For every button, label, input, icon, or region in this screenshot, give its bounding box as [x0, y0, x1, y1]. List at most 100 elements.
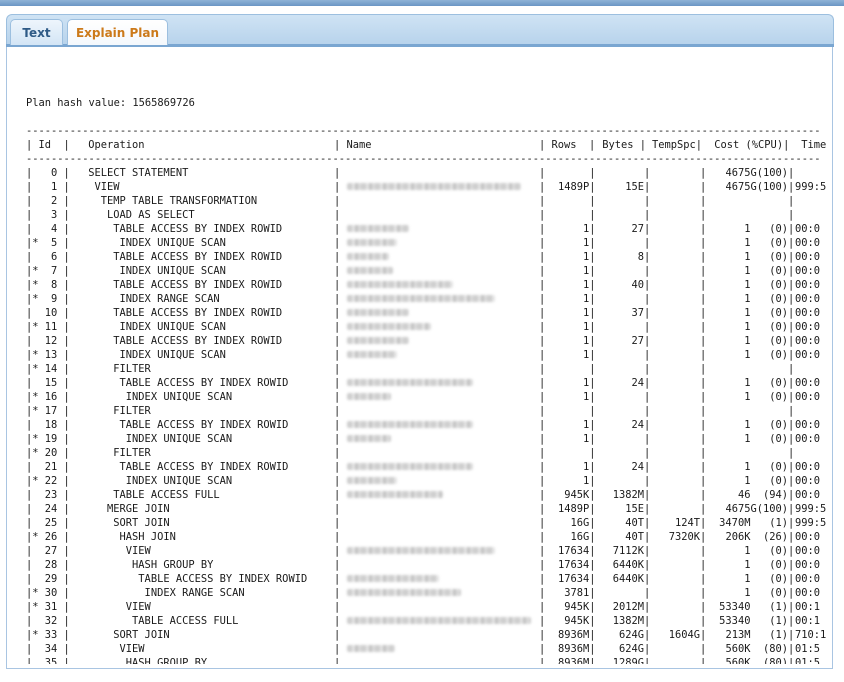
row-id: |* 8 |: [26, 279, 70, 291]
row-rows: | 1489P|: [539, 181, 596, 193]
row-bytes-value: 7112K: [612, 545, 644, 557]
row-id: | 25 |: [26, 517, 70, 529]
row-name: |: [334, 572, 539, 586]
row-rows-value: 1: [583, 419, 590, 431]
row-tempspc: |: [700, 475, 707, 487]
row-cost: 3470M (1)|: [708, 516, 795, 530]
row-rows: | 1|: [539, 461, 596, 473]
row-rows-value: 1: [583, 307, 590, 319]
row-cost: 1 (0)|: [708, 572, 795, 586]
row-tempspc: |: [700, 601, 707, 613]
row-operation: INDEX UNIQUE SCAN: [82, 475, 233, 487]
row-tempspc: |: [700, 405, 707, 417]
row-rows: | 1|: [539, 293, 596, 305]
row-time: 00:0: [795, 279, 821, 291]
redacted-name: [346, 336, 409, 344]
row-id: | 21 |: [26, 461, 70, 473]
row-cost: 1 (0)|: [708, 236, 795, 250]
row-rows-value: 1: [583, 335, 590, 347]
row-cost: 213M (1)|: [708, 628, 795, 642]
row-cost-value: 1 (0): [744, 433, 788, 445]
tab-underline: [6, 44, 834, 47]
row-id: |* 5 |: [26, 237, 70, 249]
row-name: |: [334, 236, 539, 250]
row-cost: 53340 (1)|: [708, 614, 795, 628]
row-id: | 32 |: [26, 615, 70, 627]
row-cost-value: 1 (0): [744, 293, 788, 305]
row-name: |: [334, 250, 539, 264]
row-id: | 2 |: [26, 195, 70, 207]
redacted-name: [346, 574, 439, 582]
row-time: 01:5: [795, 643, 821, 655]
row-bytes: 40T|: [596, 516, 652, 530]
row-operation: LOAD AS SELECT: [82, 209, 195, 221]
row-name: |: [334, 264, 539, 278]
row-bytes: 37|: [596, 306, 652, 320]
row-time: 00:0: [795, 237, 821, 249]
tab-explain-plan[interactable]: Explain Plan: [67, 19, 168, 45]
row-name: |: [334, 657, 347, 664]
redacted-name: [346, 182, 521, 190]
row-tempspc: |: [700, 363, 707, 375]
row-name: |: [334, 503, 347, 515]
row-bytes-value: 624G: [618, 629, 644, 641]
redacted-name: [346, 588, 461, 596]
redacted-name: [346, 224, 409, 232]
row-id: |* 26 |: [26, 531, 70, 543]
row-rows-value: 17634: [557, 573, 590, 585]
row-tempspc: |: [700, 293, 707, 305]
row-time: 00:0: [795, 321, 821, 333]
redacted-name: [346, 252, 389, 260]
plan-row: |* 30 | INDEX RANGE SCAN | | 3781| | | 1 (0)|…: [26, 586, 828, 600]
row-operation: VIEW: [82, 601, 151, 613]
row-tempspc: |: [700, 391, 707, 403]
row-bytes: |: [644, 167, 651, 179]
row-bytes: |: [644, 209, 651, 221]
row-id: | 24 |: [26, 503, 70, 515]
row-name: |: [334, 531, 347, 543]
row-id: |* 11 |: [26, 321, 70, 333]
row-time: 00:0: [795, 433, 821, 445]
row-operation: TABLE ACCESS BY INDEX ROWID: [82, 251, 283, 263]
row-operation: TABLE ACCESS BY INDEX ROWID: [82, 573, 308, 585]
row-bytes: |: [644, 293, 651, 305]
row-operation: TABLE ACCESS FULL: [82, 489, 220, 501]
row-operation: TEMP TABLE TRANSFORMATION: [82, 195, 258, 207]
row-bytes: |: [644, 195, 651, 207]
row-id: |* 9 |: [26, 293, 70, 305]
row-tempspc: |: [700, 321, 707, 333]
row-operation: HASH GROUP BY: [82, 657, 208, 664]
redacted-name: [346, 378, 473, 386]
redacted-name: [346, 308, 409, 316]
row-cost: 1 (0)|: [708, 278, 795, 292]
window-top-bar: [0, 0, 844, 6]
row-name: |: [334, 474, 539, 488]
row-id: | 27 |: [26, 545, 70, 557]
row-name: |: [334, 405, 347, 417]
row-rows: | 945K|: [539, 615, 596, 627]
plan-row: | 0 | SELECT STATEMENT | | | | | 4675G(100)|: [26, 166, 828, 180]
row-id: |* 22 |: [26, 475, 70, 487]
row-tempspc: |: [700, 643, 707, 655]
row-cost: 4675G(100)|: [708, 166, 795, 180]
tab-text[interactable]: Text: [10, 19, 63, 45]
row-tempspc: |: [700, 447, 707, 459]
row-id: |* 13 |: [26, 349, 70, 361]
plan-row: | 27 | VIEW | | 17634| 7112K| | 1 (0)|00:0: [26, 544, 828, 558]
header-rows: | Rows |: [539, 139, 596, 151]
row-cost-value: 46 (94): [737, 489, 788, 501]
row-bytes-value: 40T: [625, 517, 644, 529]
redacted-name: [346, 294, 495, 302]
row-rows: | 16G|: [539, 531, 596, 543]
row-bytes: |: [644, 587, 651, 599]
row-rows: | 1|: [539, 251, 596, 263]
plan-row: | 15 | TABLE ACCESS BY INDEX ROWID | | 1| 2…: [26, 376, 828, 390]
row-cost: 4675G(100)|: [708, 180, 795, 194]
row-rows-value: 1: [583, 475, 590, 487]
row-operation: HASH JOIN: [82, 531, 176, 543]
row-cost-value: 1 (0): [744, 321, 788, 333]
row-tempspc: |: [700, 433, 707, 445]
row-name: |: [334, 432, 539, 446]
row-operation: INDEX UNIQUE SCAN: [82, 265, 226, 277]
row-bytes: 1382M|: [596, 614, 652, 628]
